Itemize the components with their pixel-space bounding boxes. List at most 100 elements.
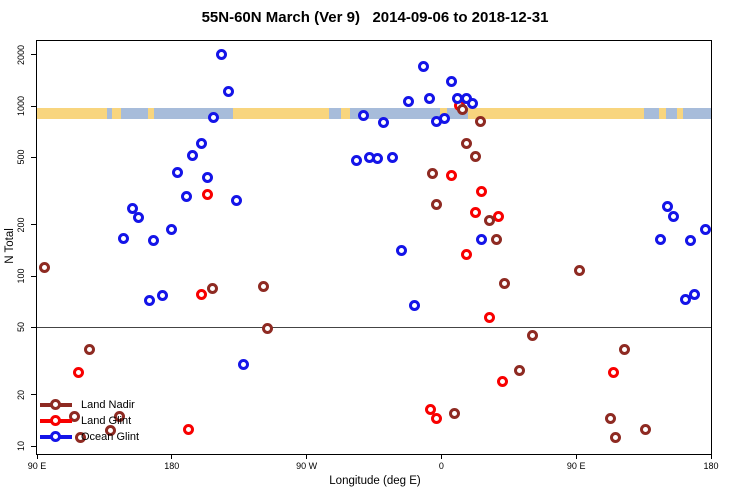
y-tick: [31, 54, 36, 56]
data-point-land-nadir: [262, 323, 274, 335]
data-point-ocean-glint: [684, 235, 696, 247]
data-point-ocean-glint: [689, 288, 700, 300]
data-point-land-nadir: [83, 343, 95, 355]
data-point-land-nadir: [449, 408, 461, 420]
data-point-ocean-glint: [223, 86, 235, 98]
data-point-land-glint: [476, 185, 488, 197]
legend-entry: Ocean Glint: [40, 429, 139, 445]
data-point-land-nadir: [618, 343, 630, 355]
data-point-land-glint: [483, 312, 495, 323]
x-tick: [710, 454, 712, 459]
data-point-ocean-glint: [446, 76, 458, 88]
data-point-ocean-glint: [402, 95, 414, 107]
data-point-ocean-glint: [350, 154, 362, 166]
data-point-land-nadir: [206, 282, 218, 294]
data-point-ocean-glint: [680, 293, 691, 305]
data-point-land-nadir: [639, 424, 651, 435]
data-point-land-nadir: [609, 431, 621, 443]
data-point-ocean-glint: [417, 60, 429, 72]
data-point-ocean-glint: [408, 300, 420, 312]
data-point-ocean-glint: [187, 149, 199, 161]
data-point-ocean-glint: [386, 151, 398, 163]
data-point-land-glint: [431, 413, 443, 425]
data-point-ocean-glint: [181, 190, 193, 202]
x-tick: [440, 454, 442, 459]
data-point-ocean-glint: [157, 289, 169, 301]
data-point-ocean-glint: [654, 233, 666, 245]
x-tick: [171, 454, 173, 459]
data-point-ocean-glint: [461, 92, 473, 104]
data-point-land-nadir: [39, 262, 50, 274]
data-point-land-nadir: [113, 410, 125, 422]
map-band-segment-ocean: [153, 108, 234, 119]
map-band-segment-land: [676, 108, 683, 119]
y-tick-label: 200: [16, 217, 26, 233]
legend-marker-icon: [50, 415, 61, 426]
y-tick: [31, 105, 36, 107]
y-tick: [31, 445, 36, 447]
data-point-ocean-glint: [371, 153, 383, 165]
data-point-land-nadir: [456, 104, 468, 116]
data-point-land-nadir: [491, 233, 503, 245]
x-tick-label: 180: [164, 461, 180, 471]
data-point-land-glint: [497, 375, 509, 387]
data-point-land-glint: [461, 249, 473, 261]
data-point-ocean-glint: [202, 171, 214, 183]
y-tick-label: 50: [16, 322, 26, 333]
data-point-ocean-glint: [699, 224, 711, 236]
data-point-land-nadir: [431, 198, 443, 210]
legend-entry: Land Nadir: [40, 397, 139, 413]
data-point-land-glint: [202, 188, 214, 200]
x-tick-label: 180: [703, 461, 719, 471]
data-point-land-glint: [196, 288, 208, 300]
y-tick: [31, 275, 36, 277]
data-point-land-nadir: [426, 168, 438, 180]
map-band-segment-land: [341, 108, 351, 119]
x-tick-label: 90 W: [296, 461, 318, 471]
data-point-land-glint: [73, 367, 85, 379]
legend-entry: Land Glint: [40, 413, 139, 429]
map-band-segment-land: [37, 108, 108, 119]
data-point-land-glint: [425, 403, 437, 415]
data-point-land-glint: [492, 210, 504, 222]
y-tick-label: 1000: [16, 95, 26, 117]
y-axis-label: N Total: [4, 228, 16, 264]
y-tick: [31, 326, 36, 328]
map-band-segment-ocean: [107, 108, 112, 119]
data-point-ocean-glint: [148, 235, 160, 247]
map-band-segment-ocean: [643, 108, 659, 119]
data-point-land-nadir: [257, 280, 269, 292]
y-tick: [31, 224, 36, 226]
data-point-land-glint: [446, 169, 458, 181]
legend-label: Land Glint: [81, 415, 132, 427]
data-point-ocean-glint: [395, 244, 407, 256]
map-band-segment-ocean: [120, 108, 148, 119]
reference-line-50: [37, 327, 711, 329]
data-point-ocean-glint: [377, 117, 389, 128]
data-point-ocean-glint: [133, 212, 145, 224]
data-point-land-nadir: [513, 364, 525, 376]
y-tick-label: 100: [16, 268, 26, 284]
data-point-ocean-glint: [476, 233, 488, 245]
data-point-ocean-glint: [358, 110, 369, 122]
plot-area: 90 E 180 90 W 0 90 E 180 10 20 50 100 200 500 1000 20…: [16, 40, 719, 471]
data-point-ocean-glint: [662, 201, 674, 213]
data-point-ocean-glint: [438, 112, 450, 124]
y-tick-label: 500: [16, 149, 26, 165]
data-point-land-nadir: [68, 410, 80, 422]
data-point-land-nadir: [470, 150, 482, 162]
data-point-ocean-glint: [118, 232, 130, 244]
x-tick-label: 0: [438, 461, 444, 471]
data-point-land-nadir: [474, 115, 486, 127]
map-band-segment-ocean: [666, 108, 677, 119]
data-point-ocean-glint: [423, 92, 435, 104]
map-band-segment-land: [233, 108, 330, 119]
legend-label: Ocean Glint: [81, 431, 140, 443]
map-band-segment-ocean: [350, 108, 440, 119]
legend-label: Land Nadir: [81, 399, 135, 411]
data-point-ocean-glint: [208, 111, 220, 123]
data-point-land-nadir: [573, 264, 585, 276]
map-band-segment-ocean: [682, 108, 711, 119]
data-point-ocean-glint: [230, 194, 242, 206]
data-point-land-nadir: [605, 413, 617, 425]
